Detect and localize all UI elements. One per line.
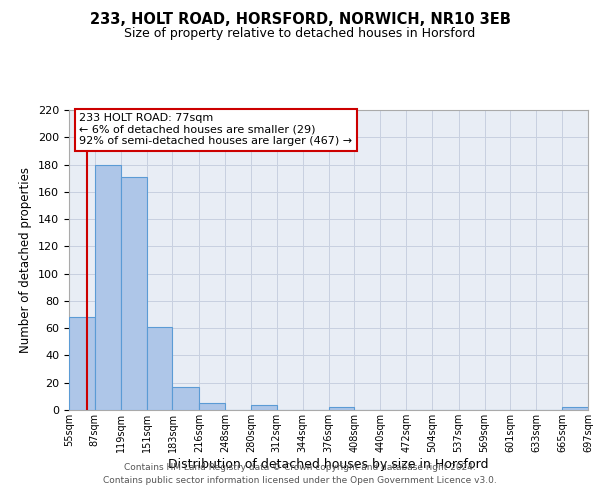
Bar bbox=[329, 408, 355, 410]
Text: Contains public sector information licensed under the Open Government Licence v3: Contains public sector information licen… bbox=[103, 476, 497, 485]
Bar bbox=[251, 404, 277, 410]
Bar bbox=[172, 387, 199, 410]
Y-axis label: Number of detached properties: Number of detached properties bbox=[19, 167, 32, 353]
Text: Contains HM Land Registry data © Crown copyright and database right 2024.: Contains HM Land Registry data © Crown c… bbox=[124, 464, 476, 472]
Bar bbox=[146, 327, 172, 410]
Text: Size of property relative to detached houses in Horsford: Size of property relative to detached ho… bbox=[124, 28, 476, 40]
Bar bbox=[95, 164, 121, 410]
X-axis label: Distribution of detached houses by size in Horsford: Distribution of detached houses by size … bbox=[168, 458, 489, 470]
Text: 233, HOLT ROAD, HORSFORD, NORWICH, NR10 3EB: 233, HOLT ROAD, HORSFORD, NORWICH, NR10 … bbox=[89, 12, 511, 28]
Text: 233 HOLT ROAD: 77sqm
← 6% of detached houses are smaller (29)
92% of semi-detach: 233 HOLT ROAD: 77sqm ← 6% of detached ho… bbox=[79, 113, 353, 146]
Bar bbox=[69, 318, 95, 410]
Bar bbox=[199, 403, 225, 410]
Bar bbox=[562, 408, 588, 410]
Bar bbox=[121, 177, 146, 410]
